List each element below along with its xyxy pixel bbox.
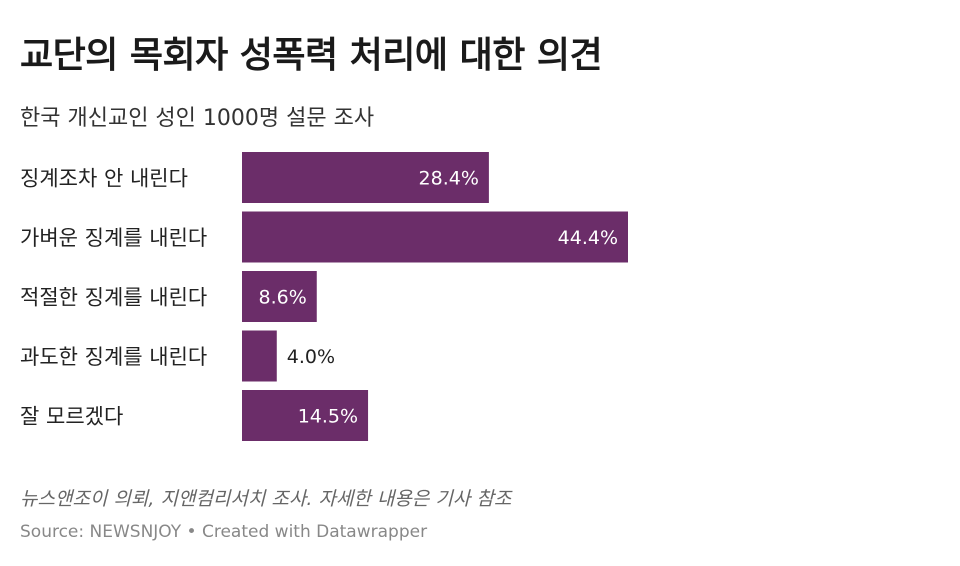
category-label: 잘 모르겠다 <box>20 405 123 429</box>
value-label: 8.6% <box>258 287 306 309</box>
value-label: 28.4% <box>419 168 479 190</box>
category-label: 가벼운 징계를 내린다 <box>20 226 207 250</box>
chart-note: 뉴스앤조이 의뢰, 지앤컴리서치 조사. 자세한 내용은 기사 참조 <box>20 488 512 510</box>
category-label: 징계조차 안 내린다 <box>20 167 188 191</box>
bar <box>242 271 317 322</box>
bar <box>242 211 628 263</box>
category-label: 과도한 징계를 내린다 <box>20 345 207 369</box>
category-label: 적절한 징계를 내린다 <box>20 286 207 310</box>
chart-source: Source: NEWSNJOY • Created with Datawrap… <box>20 522 428 542</box>
value-label: 14.5% <box>298 406 358 428</box>
bar-chart: 징계조차 안 내린다 28.4% 가벼운 징계를 내린다 44.4% 적절한 징계를 내… <box>20 152 628 441</box>
value-label: 4.0% <box>287 346 335 368</box>
chart-title: 교단의 목회자 성폭력 처리에 대한 의견 <box>20 35 603 76</box>
bar <box>242 152 489 203</box>
bar <box>242 390 369 441</box>
bar <box>242 330 277 382</box>
value-label: 44.4% <box>558 227 618 249</box>
chart-subtitle: 한국 개신교인 성인 1000명 설문 조사 <box>20 106 375 131</box>
